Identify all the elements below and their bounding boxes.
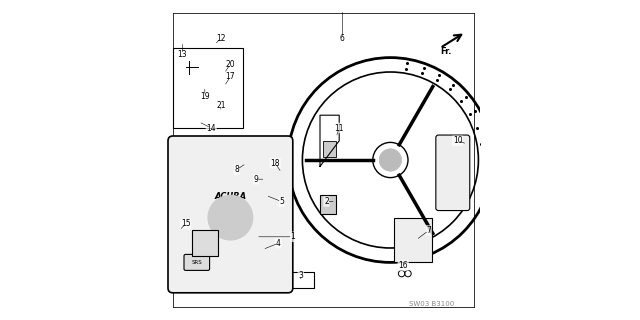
FancyBboxPatch shape (168, 136, 293, 293)
Text: 17: 17 (225, 72, 236, 81)
Text: 8: 8 (234, 165, 239, 174)
Bar (173, 48, 243, 128)
Text: 21: 21 (216, 101, 225, 110)
Bar (394, 218, 432, 262)
Text: 11: 11 (335, 124, 344, 132)
Text: 4: 4 (276, 239, 281, 248)
Bar (323, 141, 336, 157)
Circle shape (379, 149, 402, 171)
FancyBboxPatch shape (184, 254, 210, 270)
Text: 18: 18 (271, 159, 280, 168)
Text: 3: 3 (298, 271, 303, 280)
Text: 1: 1 (291, 232, 295, 241)
Bar (320, 195, 336, 214)
Text: 13: 13 (177, 50, 188, 59)
Text: 7: 7 (426, 226, 431, 235)
Text: 12: 12 (216, 34, 225, 43)
Text: 19: 19 (200, 92, 210, 100)
Text: 20: 20 (225, 60, 236, 68)
Text: 14: 14 (206, 124, 216, 132)
Bar (192, 230, 218, 256)
Text: SRS: SRS (191, 260, 202, 265)
Circle shape (208, 195, 253, 240)
Text: 5: 5 (279, 197, 284, 206)
Text: 2: 2 (324, 197, 329, 206)
Text: SW03 B3100: SW03 B3100 (409, 301, 454, 307)
Text: 15: 15 (180, 220, 191, 228)
Text: 16: 16 (398, 261, 408, 270)
Text: 10: 10 (452, 136, 463, 145)
Text: 9: 9 (253, 175, 259, 184)
Text: Fr.: Fr. (440, 47, 451, 56)
FancyBboxPatch shape (436, 135, 470, 211)
Text: 6: 6 (340, 34, 345, 43)
Text: ACURA: ACURA (214, 192, 246, 201)
